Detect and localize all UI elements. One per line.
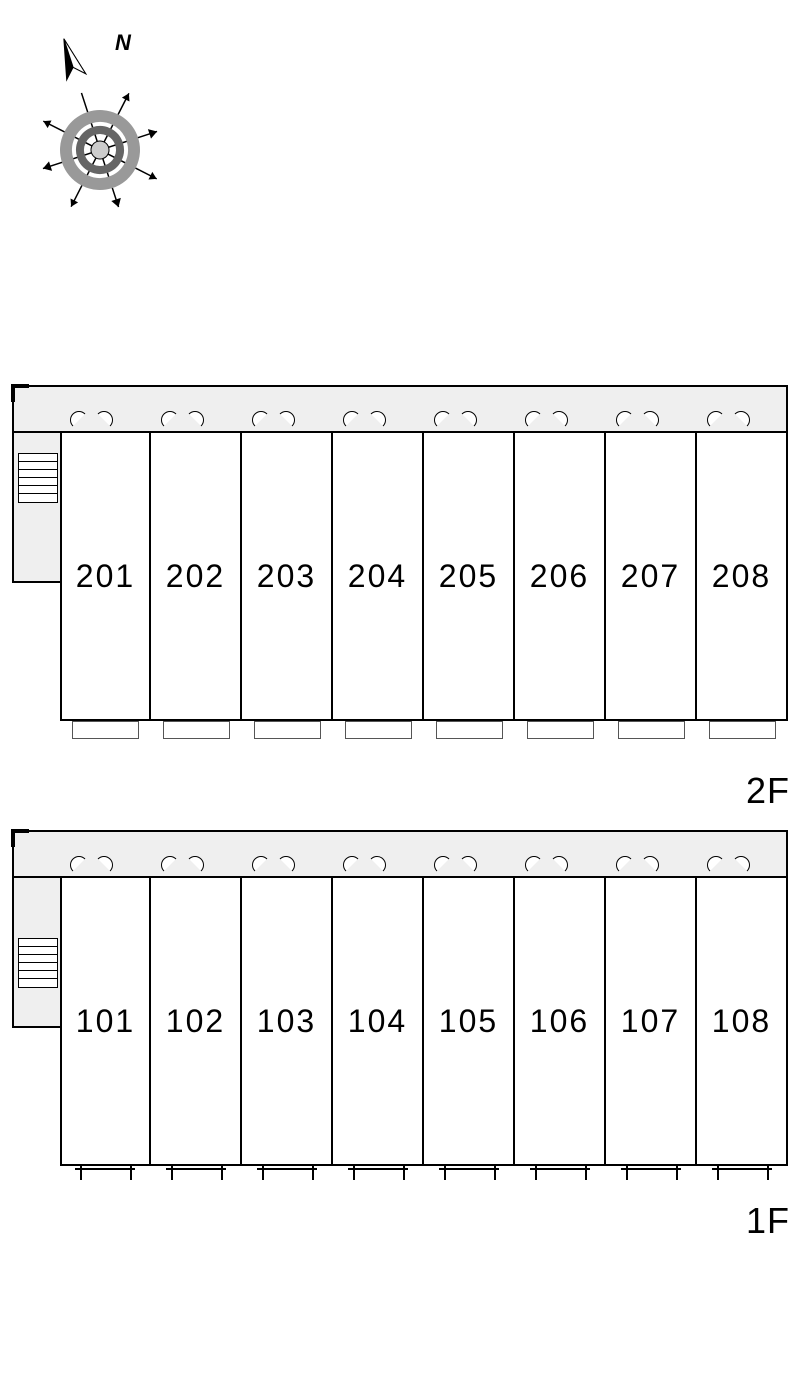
stairs-icon [18,453,58,503]
unit-label: 102 [166,1003,225,1040]
unit-107: 107 [606,876,697,1166]
windows-row-1f [60,1166,788,1192]
window-icon [75,1166,135,1170]
unit-label: 106 [530,1003,589,1040]
stair-area-1f [12,878,60,1028]
unit-label: 107 [621,1003,680,1040]
balcony-icon [618,721,685,739]
unit-106: 106 [515,876,606,1166]
balcony-icon [163,721,230,739]
unit-label: 203 [257,558,316,595]
window-icon [439,1166,499,1170]
unit-101: 101 [60,876,151,1166]
unit-label: 103 [257,1003,316,1040]
north-label: N [115,30,132,55]
unit-205: 205 [424,431,515,721]
floor-label-1f: 1F [746,1200,790,1242]
unit-label: 204 [348,558,407,595]
balcony-icon [436,721,503,739]
unit-208: 208 [697,431,788,721]
window-icon [257,1166,317,1170]
balcony-icon [72,721,139,739]
window-icon [712,1166,772,1170]
unit-label: 207 [621,558,680,595]
unit-201: 201 [60,431,151,721]
unit-label: 104 [348,1003,407,1040]
doors-row-2f [60,405,788,431]
stair-area-2f [12,433,60,583]
units-row-2f: 201 202 203 204 205 206 207 208 [60,431,788,721]
corner-mark [11,829,29,847]
unit-207: 207 [606,431,697,721]
unit-204: 204 [333,431,424,721]
corner-mark [11,384,29,402]
floor-label-2f: 2F [746,770,790,812]
balcony-icon [345,721,412,739]
stairs-icon [18,938,58,988]
unit-203: 203 [242,431,333,721]
floor-plan-2f: 201 202 203 204 205 206 207 208 [12,385,788,765]
window-icon [166,1166,226,1170]
unit-202: 202 [151,431,242,721]
unit-label: 206 [530,558,589,595]
units-row-1f: 101 102 103 104 105 106 107 108 [60,876,788,1166]
unit-104: 104 [333,876,424,1166]
compass-rose: N [20,20,180,225]
unit-label: 101 [76,1003,135,1040]
window-icon [621,1166,681,1170]
unit-label: 105 [439,1003,498,1040]
floor-plan-1f: 101 102 103 104 105 106 107 108 [12,830,788,1210]
unit-label: 108 [712,1003,771,1040]
window-icon [348,1166,408,1170]
unit-label: 202 [166,558,225,595]
doors-row-1f [60,850,788,876]
unit-label: 201 [76,558,135,595]
balcony-icon [527,721,594,739]
unit-label: 205 [439,558,498,595]
window-icon [530,1166,590,1170]
balconies-row-2f [60,721,788,747]
unit-108: 108 [697,876,788,1166]
balcony-icon [254,721,321,739]
balcony-icon [709,721,776,739]
unit-105: 105 [424,876,515,1166]
unit-206: 206 [515,431,606,721]
unit-label: 208 [712,558,771,595]
unit-103: 103 [242,876,333,1166]
unit-102: 102 [151,876,242,1166]
